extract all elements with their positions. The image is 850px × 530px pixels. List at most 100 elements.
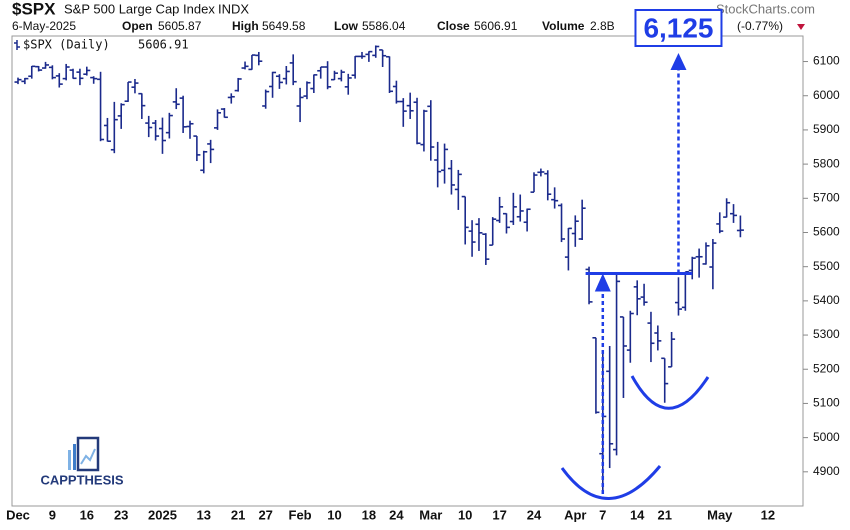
ohlc-bar [386,55,394,93]
x-tick-label: 10 [327,507,341,522]
close-label: Close [437,19,470,33]
y-tick-label: 6100 [813,54,840,68]
x-tick-label: 18 [362,507,376,522]
logo: CAPPTHESIS [40,436,124,487]
legend-label: $SPX (Daily) [23,38,110,52]
ohlc-bar [661,357,669,403]
ohlc-bar [502,212,510,234]
x-tick-label: 24 [527,507,542,522]
ohlc-bar [90,76,98,84]
target-box [634,9,723,47]
ohlc-bar [392,80,400,104]
ohlc-bar [317,66,325,79]
ohlc-bar [613,273,621,456]
ohlc-bar [110,101,118,154]
x-tick-label: May [707,507,733,522]
arrow-head [670,52,687,70]
x-tick-label: 17 [492,507,506,522]
ohlc-bar [282,65,290,85]
ohlc-bar [365,50,373,62]
x-tick-label: 16 [80,507,94,522]
ohlc-bar [454,169,462,210]
x-tick-label: 27 [258,507,272,522]
low-value: 5586.04 [362,19,406,33]
x-tick-label: 21 [657,507,671,522]
ohlc-bar [372,45,380,58]
ohlc-bar [475,218,483,251]
ohlc-bar [262,89,270,109]
ohlc-bar [158,117,166,154]
y-tick-label: 5600 [813,225,840,239]
date: 6-May-2025 [12,19,76,33]
x-tick-label: 12 [761,507,775,522]
ohlc-bar [145,115,153,138]
ohlc-bar [619,316,627,398]
y-tick-label: 5800 [813,156,840,170]
ohlc-bar [330,70,338,81]
ohlc-bar [303,81,311,100]
down-arrow [797,24,805,30]
ohlc-bar [496,196,504,223]
x-tick-label: Feb [289,507,312,522]
ohlc-bar [214,109,222,130]
ohlc-bar [551,187,559,209]
ohlc-bar [344,73,352,95]
ohlc-bar [723,198,731,218]
ohlc-bar [207,139,215,164]
ohlc-bar [427,100,435,161]
ohlc-bar [674,277,682,316]
x-tick-label: 21 [231,507,245,522]
ohlc-bar [654,325,662,351]
ohlc-bar [69,68,77,80]
ohlc-bar [248,54,256,71]
ohlc-bar [406,92,414,119]
legend-value: 5606.91 [138,38,189,52]
ohlc-bar [76,68,84,86]
open-label: Open [122,19,153,33]
ohlc-bar [413,97,421,145]
high-label: High [232,19,259,33]
ohlc-bar [351,55,359,79]
ohlc-bar [269,71,277,98]
ohlc-bar [736,215,744,238]
ohlc-bar [709,238,717,290]
x-tick-label: 7 [599,507,606,522]
ohlc-bar [337,69,345,82]
ohlc-bar [241,61,249,70]
ohlc-bar [482,233,490,265]
y-tick-label: 5100 [813,396,840,410]
x-tick-label: 23 [114,507,128,522]
ohlc-bar [447,160,455,195]
ohlc-bar [592,336,600,414]
ohlc-bar [633,280,641,316]
x-tick-label: 24 [389,507,404,522]
close-value: 5606.91 [474,19,518,33]
x-tick-label: 14 [630,507,645,522]
ohlc-bar [21,77,29,85]
y-tick-label: 5900 [813,122,840,136]
y-tick-label: 4900 [813,464,840,478]
low-label: Low [334,19,359,33]
index-name: S&P 500 Large Cap Index [64,1,215,16]
ohlc-bar [179,95,187,133]
ohlc-bar [42,61,50,69]
ohlc-bar [558,203,566,243]
ohlc-bar [186,120,194,139]
ohlc-bar [523,208,531,232]
ohlc-bar [289,54,297,86]
ohlc-bar [688,256,696,280]
ohlc-bar [379,49,387,68]
ohlc-bar [97,71,105,142]
y-tick-label: 6000 [813,88,840,102]
ohlc-bar [626,310,634,363]
legend-icon [14,40,20,50]
y-tick-label: 5700 [813,190,840,204]
x-tick-label: Mar [419,507,442,522]
ohlc-bar [434,141,442,188]
ohlc-bar [730,204,738,223]
x-tick-label: 9 [49,507,56,522]
ohlc-bar [716,212,724,234]
ohlc-bar [48,65,56,80]
x-tick-label: Apr [564,507,586,522]
